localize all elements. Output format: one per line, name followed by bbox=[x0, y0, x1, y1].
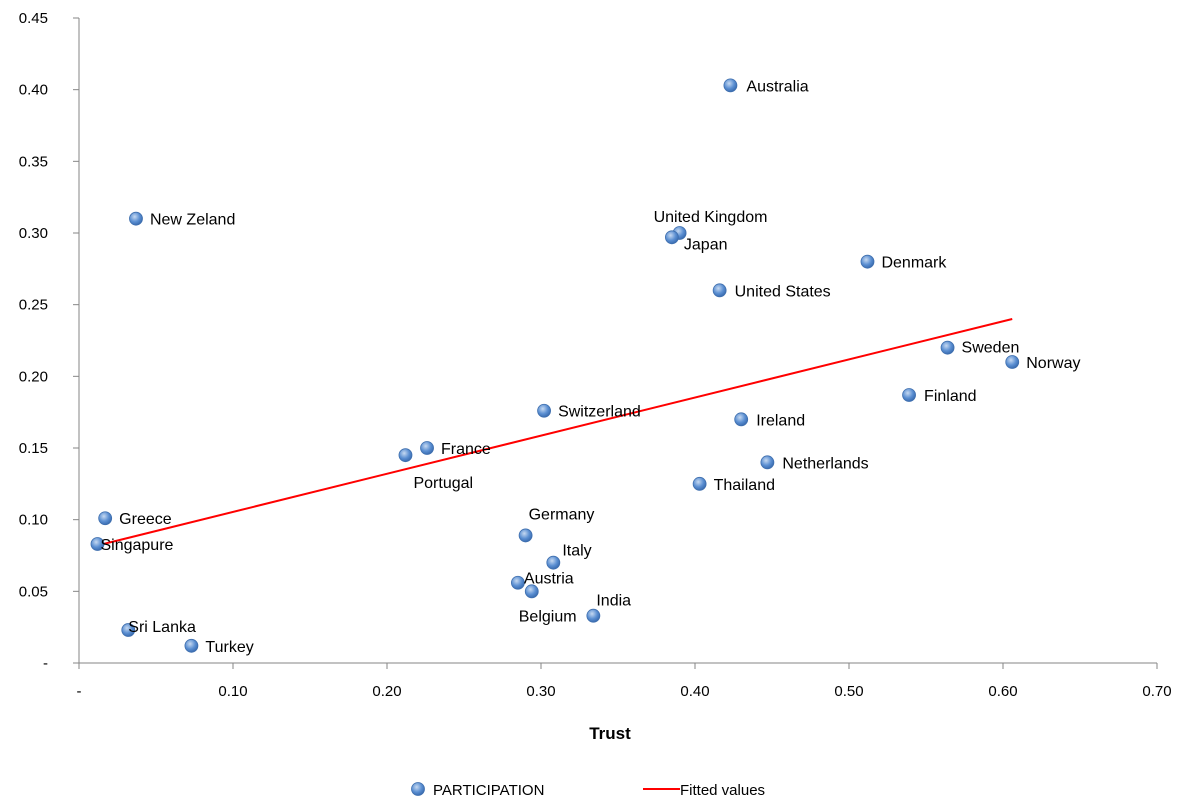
legend-label-fitted: Fitted values bbox=[680, 782, 765, 799]
y-tick-label: 0.35 bbox=[19, 153, 48, 170]
x-tick-label: - bbox=[77, 683, 82, 700]
label-italy: Italy bbox=[562, 543, 591, 560]
x-tick-label: 0.30 bbox=[526, 683, 555, 700]
point-germany bbox=[518, 528, 533, 543]
tick-labels: - 0.10 0.20 0.30 0.40 0.50 0.60 0.70 - 0.05 0.10 0.… bbox=[19, 10, 1172, 700]
point-italy bbox=[546, 555, 561, 570]
y-tick-label: 0.15 bbox=[19, 440, 48, 457]
label-netherlands: Netherlands bbox=[782, 455, 868, 472]
point-turkey bbox=[184, 638, 199, 653]
legend-marker-participation bbox=[411, 782, 425, 796]
label-india: India bbox=[596, 593, 631, 610]
label-thailand: Thailand bbox=[714, 477, 775, 494]
x-tick-label: 0.20 bbox=[372, 683, 401, 700]
x-axis-title: Trust bbox=[589, 724, 631, 743]
y-tick-label: - bbox=[43, 655, 48, 672]
point-ireland bbox=[734, 412, 749, 427]
label-germany: Germany bbox=[529, 506, 595, 523]
x-tick-label: 0.70 bbox=[1142, 683, 1171, 700]
point-switzerland bbox=[537, 403, 551, 418]
point-belgium bbox=[524, 584, 539, 599]
label-australia: Australia bbox=[746, 78, 808, 95]
label-ireland: Ireland bbox=[756, 412, 805, 429]
point-netherlands bbox=[760, 455, 775, 470]
legend-label-participation: PARTICIPATION bbox=[433, 782, 544, 799]
point-france bbox=[420, 441, 434, 455]
label-sweden: Sweden bbox=[962, 340, 1020, 357]
point-india bbox=[586, 608, 601, 623]
point-labels: Australia New Zeland United Kingdom Japan De… bbox=[100, 78, 1080, 655]
y-tick-label: 0.20 bbox=[19, 368, 48, 385]
y-tick-label: 0.40 bbox=[19, 82, 48, 99]
point-greece bbox=[98, 511, 113, 526]
label-singapure: Singapure bbox=[100, 537, 173, 554]
y-tick-label: 0.25 bbox=[19, 297, 48, 314]
label-denmark: Denmark bbox=[881, 255, 947, 272]
fitted-line bbox=[97, 318, 1013, 547]
point-sri-lanka bbox=[121, 623, 136, 637]
label-greece: Greece bbox=[119, 511, 172, 528]
x-tick-label: 0.10 bbox=[218, 683, 247, 700]
label-finland: Finland bbox=[924, 388, 976, 405]
x-tick-label: 0.40 bbox=[680, 683, 709, 700]
point-austria bbox=[511, 575, 525, 590]
y-tick-label: 0.05 bbox=[19, 583, 48, 600]
y-tick-label: 0.45 bbox=[19, 10, 48, 27]
label-france: France bbox=[441, 441, 491, 458]
point-finland bbox=[902, 388, 916, 402]
data-points bbox=[90, 78, 1020, 653]
point-thailand bbox=[692, 476, 707, 491]
point-united-states bbox=[712, 283, 727, 298]
label-belgium: Belgium bbox=[519, 608, 577, 625]
label-turkey: Turkey bbox=[205, 639, 253, 656]
point-singapure bbox=[90, 537, 105, 551]
label-sri-lanka: Sri Lanka bbox=[128, 619, 196, 636]
y-tick-label: 0.30 bbox=[19, 225, 48, 242]
label-switzerland: Switzerland bbox=[558, 404, 641, 421]
label-japan: Japan bbox=[684, 236, 728, 253]
label-portugal: Portugal bbox=[413, 475, 473, 492]
label-austria: Austria bbox=[524, 571, 574, 588]
point-portugal bbox=[398, 448, 413, 463]
y-tick-label: 0.10 bbox=[19, 512, 48, 529]
point-new-zeland bbox=[129, 211, 143, 226]
point-sweden bbox=[940, 340, 955, 355]
label-norway: Norway bbox=[1026, 355, 1080, 372]
point-denmark bbox=[860, 254, 875, 269]
x-tick-label: 0.50 bbox=[834, 683, 863, 700]
point-australia bbox=[723, 78, 738, 93]
x-tick-label: 0.60 bbox=[988, 683, 1017, 700]
point-norway bbox=[1005, 355, 1020, 369]
label-united-states: United States bbox=[735, 283, 831, 300]
label-new-zeland: New Zeland bbox=[150, 212, 235, 229]
point-japan bbox=[665, 230, 679, 245]
fitted-values-line bbox=[97, 318, 1013, 547]
axes bbox=[78, 18, 1157, 664]
legend: PARTICIPATION Fitted values bbox=[411, 782, 765, 799]
label-united-kingdom: United Kingdom bbox=[654, 209, 768, 226]
